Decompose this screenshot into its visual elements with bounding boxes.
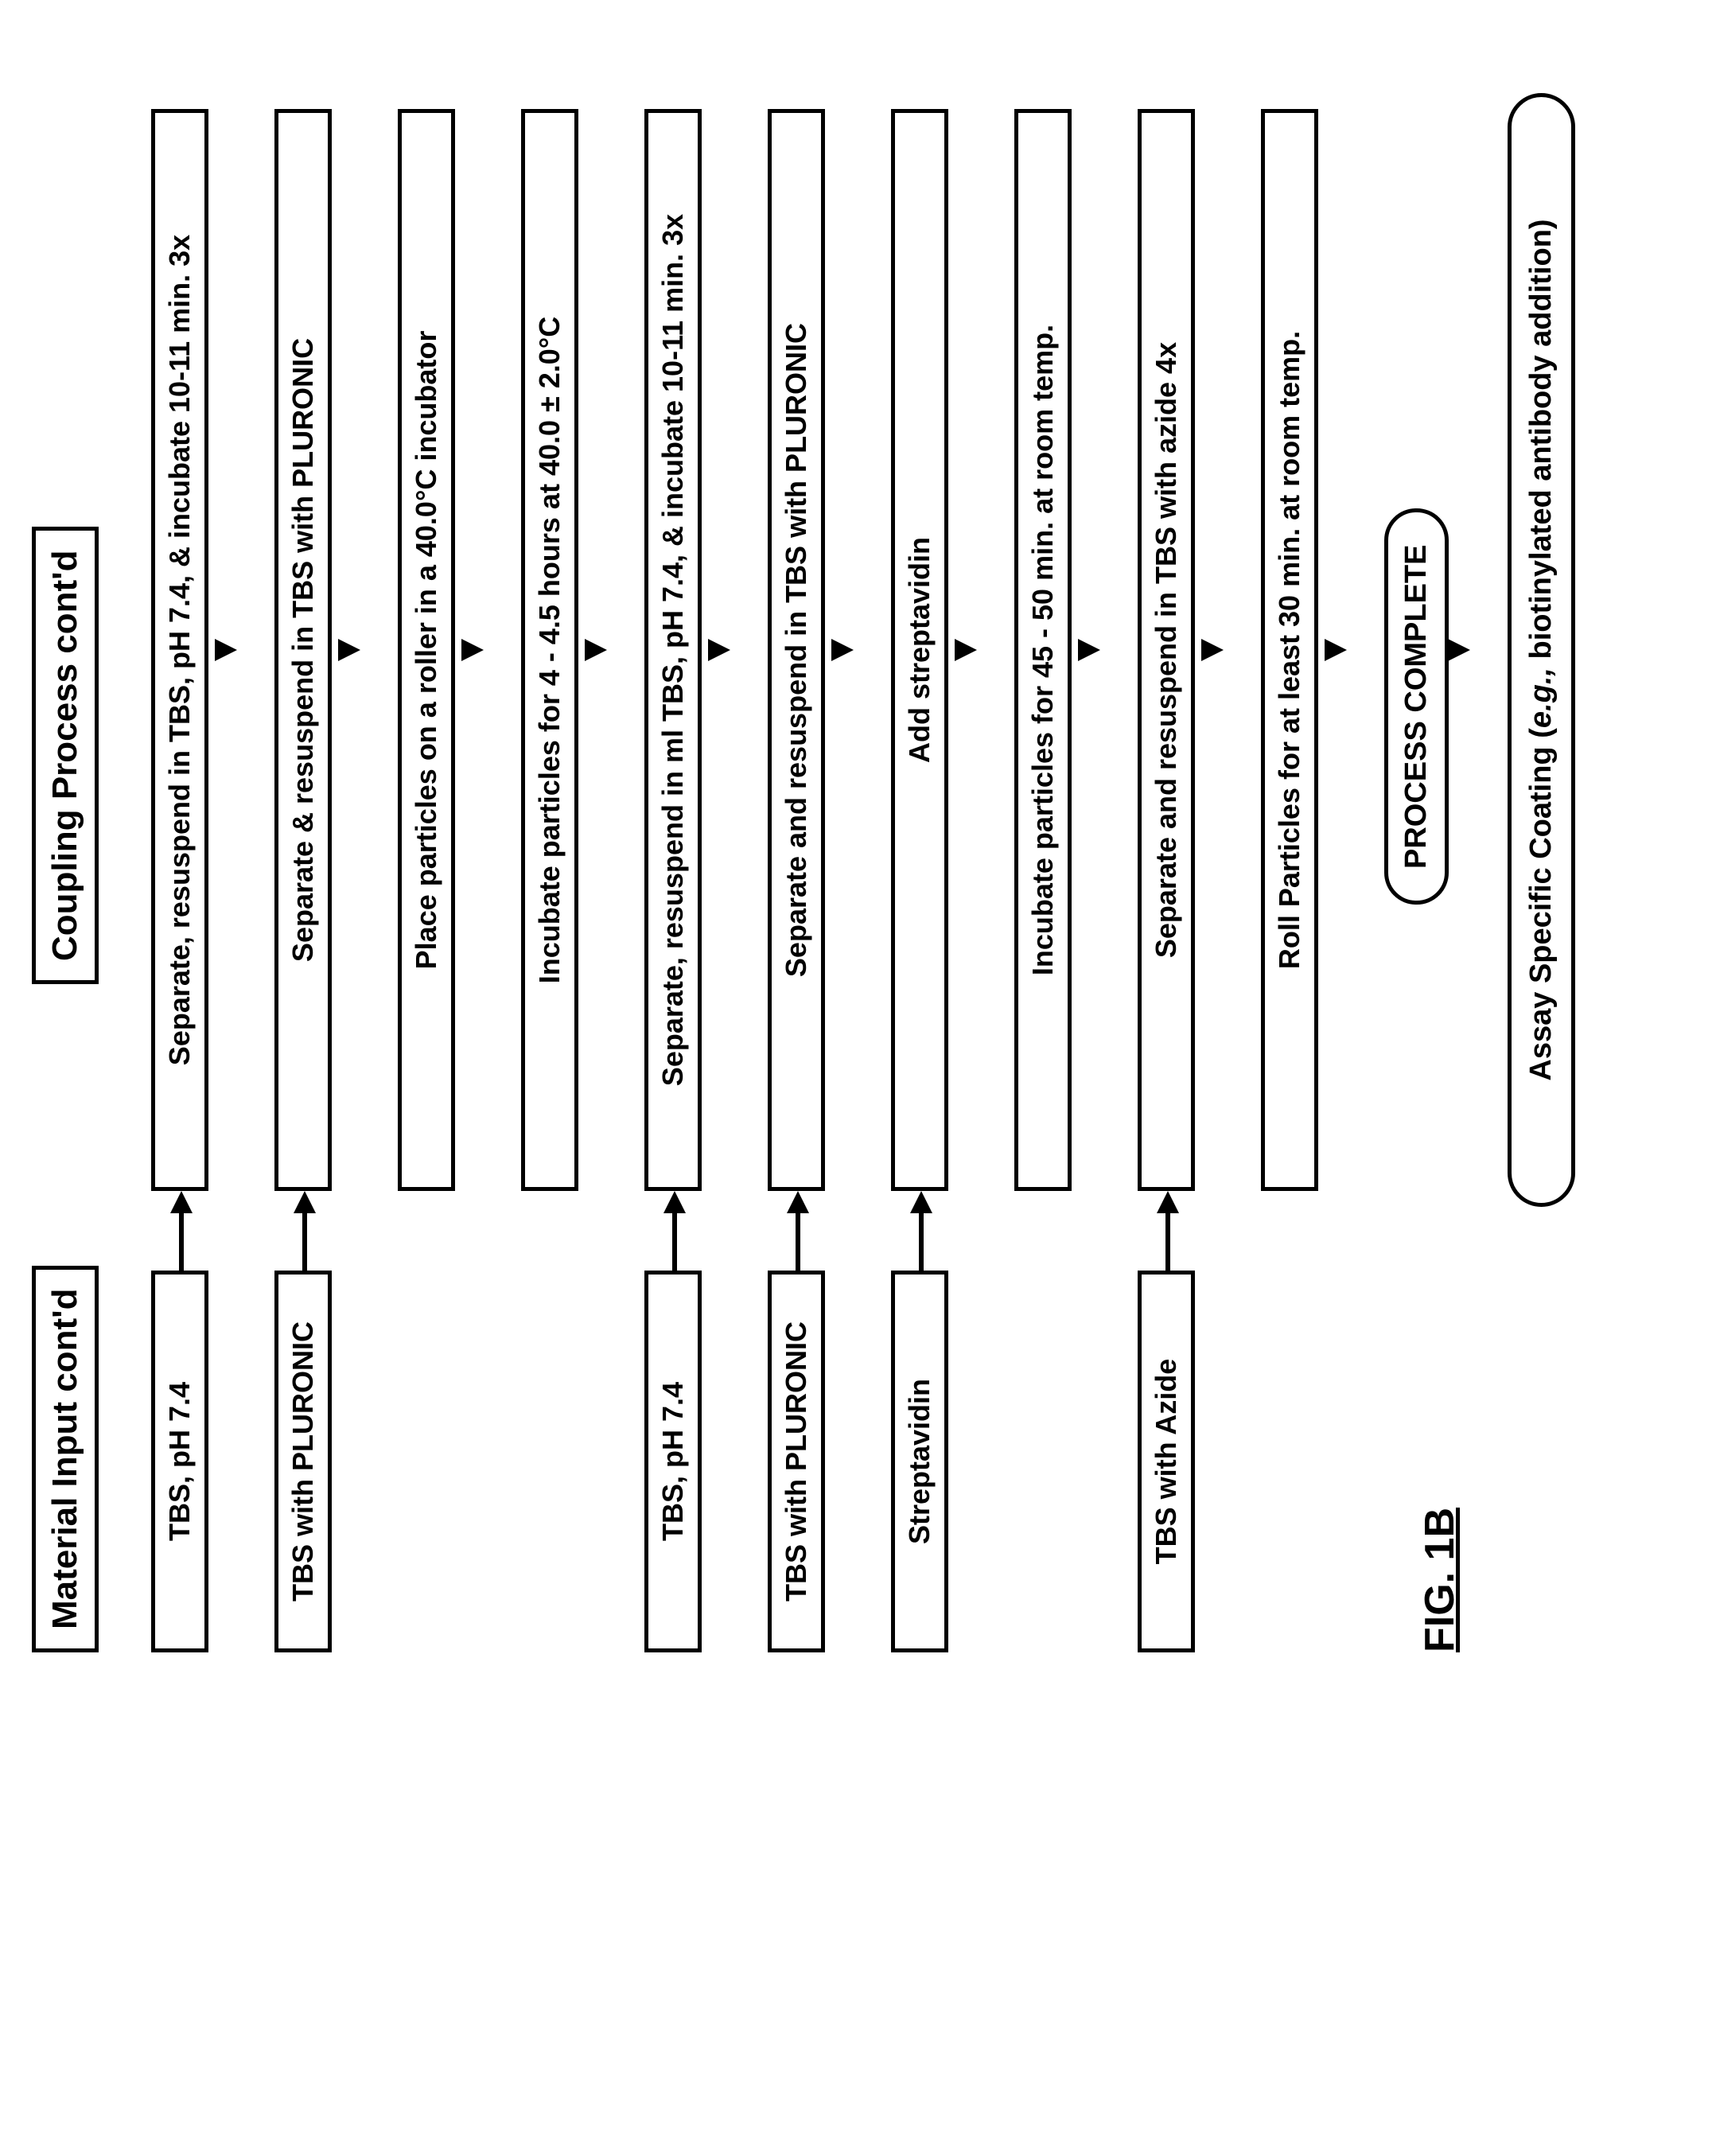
process-step-9: Roll Particles for at least 30 min. at r… [1261, 109, 1318, 1191]
material-input-header: Material Input cont'd [32, 1266, 99, 1652]
process-step-5: Separate and resuspend in TBS with PLURO… [768, 109, 825, 1191]
material-input-0: TBS, pH 7.4 [151, 1271, 208, 1652]
arrow-down-7 [1078, 639, 1100, 661]
process-step-4: Separate, resuspend in ml TBS, pH 7.4, &… [644, 109, 702, 1191]
arrow-down-complete [1448, 639, 1470, 661]
process-step-8: Separate and resuspend in TBS with azide… [1138, 109, 1195, 1191]
process-complete: PROCESS COMPLETE [1384, 509, 1449, 905]
arrow-right-0 [179, 1191, 184, 1271]
arrow-down-1 [338, 639, 360, 661]
material-input-2: TBS, pH 7.4 [644, 1271, 702, 1652]
arrow-down-4 [708, 639, 730, 661]
assay-specific-coating: Assay Specific Coating (e.g., biotinylat… [1508, 93, 1575, 1207]
material-input-5: TBS with Azide [1138, 1271, 1195, 1652]
arrow-down-8 [1201, 639, 1224, 661]
process-step-1: Separate & resuspend in TBS with PLURONI… [274, 109, 332, 1191]
figure-label: FIG. 1B [1416, 1508, 1464, 1652]
arrow-down-9 [1325, 639, 1347, 661]
material-input-4: Streptavidin [891, 1271, 948, 1652]
process-step-2: Place particles on a roller in a 40.0°C … [398, 109, 455, 1191]
arrow-down-0 [215, 639, 237, 661]
final-step-italic: e.g., [1524, 667, 1558, 728]
process-step-7: Incubate particles for 45 - 50 min. at r… [1014, 109, 1072, 1191]
process-step-6: Add streptavidin [891, 109, 948, 1191]
process-step-3: Incubate particles for 4 - 4.5 hours at … [521, 109, 578, 1191]
arrow-right-6 [919, 1191, 924, 1271]
arrow-down-5 [831, 639, 854, 661]
arrow-down-2 [461, 639, 484, 661]
arrow-right-8 [1165, 1191, 1170, 1271]
material-input-1: TBS with PLURONIC [274, 1271, 332, 1652]
process-step-0: Separate, resuspend in TBS, pH 7.4, & in… [151, 109, 208, 1191]
arrow-right-4 [672, 1191, 677, 1271]
arrow-right-1 [302, 1191, 307, 1271]
coupling-process-header: Coupling Process cont'd [32, 527, 99, 984]
material-input-3: TBS with PLURONIC [768, 1271, 825, 1652]
arrow-right-5 [796, 1191, 800, 1271]
final-step-prefix: Assay Specific Coating ( [1524, 728, 1558, 1080]
final-step-suffix: biotinylated antibody addition) [1524, 219, 1558, 667]
arrow-down-6 [955, 639, 977, 661]
arrow-down-3 [585, 639, 607, 661]
